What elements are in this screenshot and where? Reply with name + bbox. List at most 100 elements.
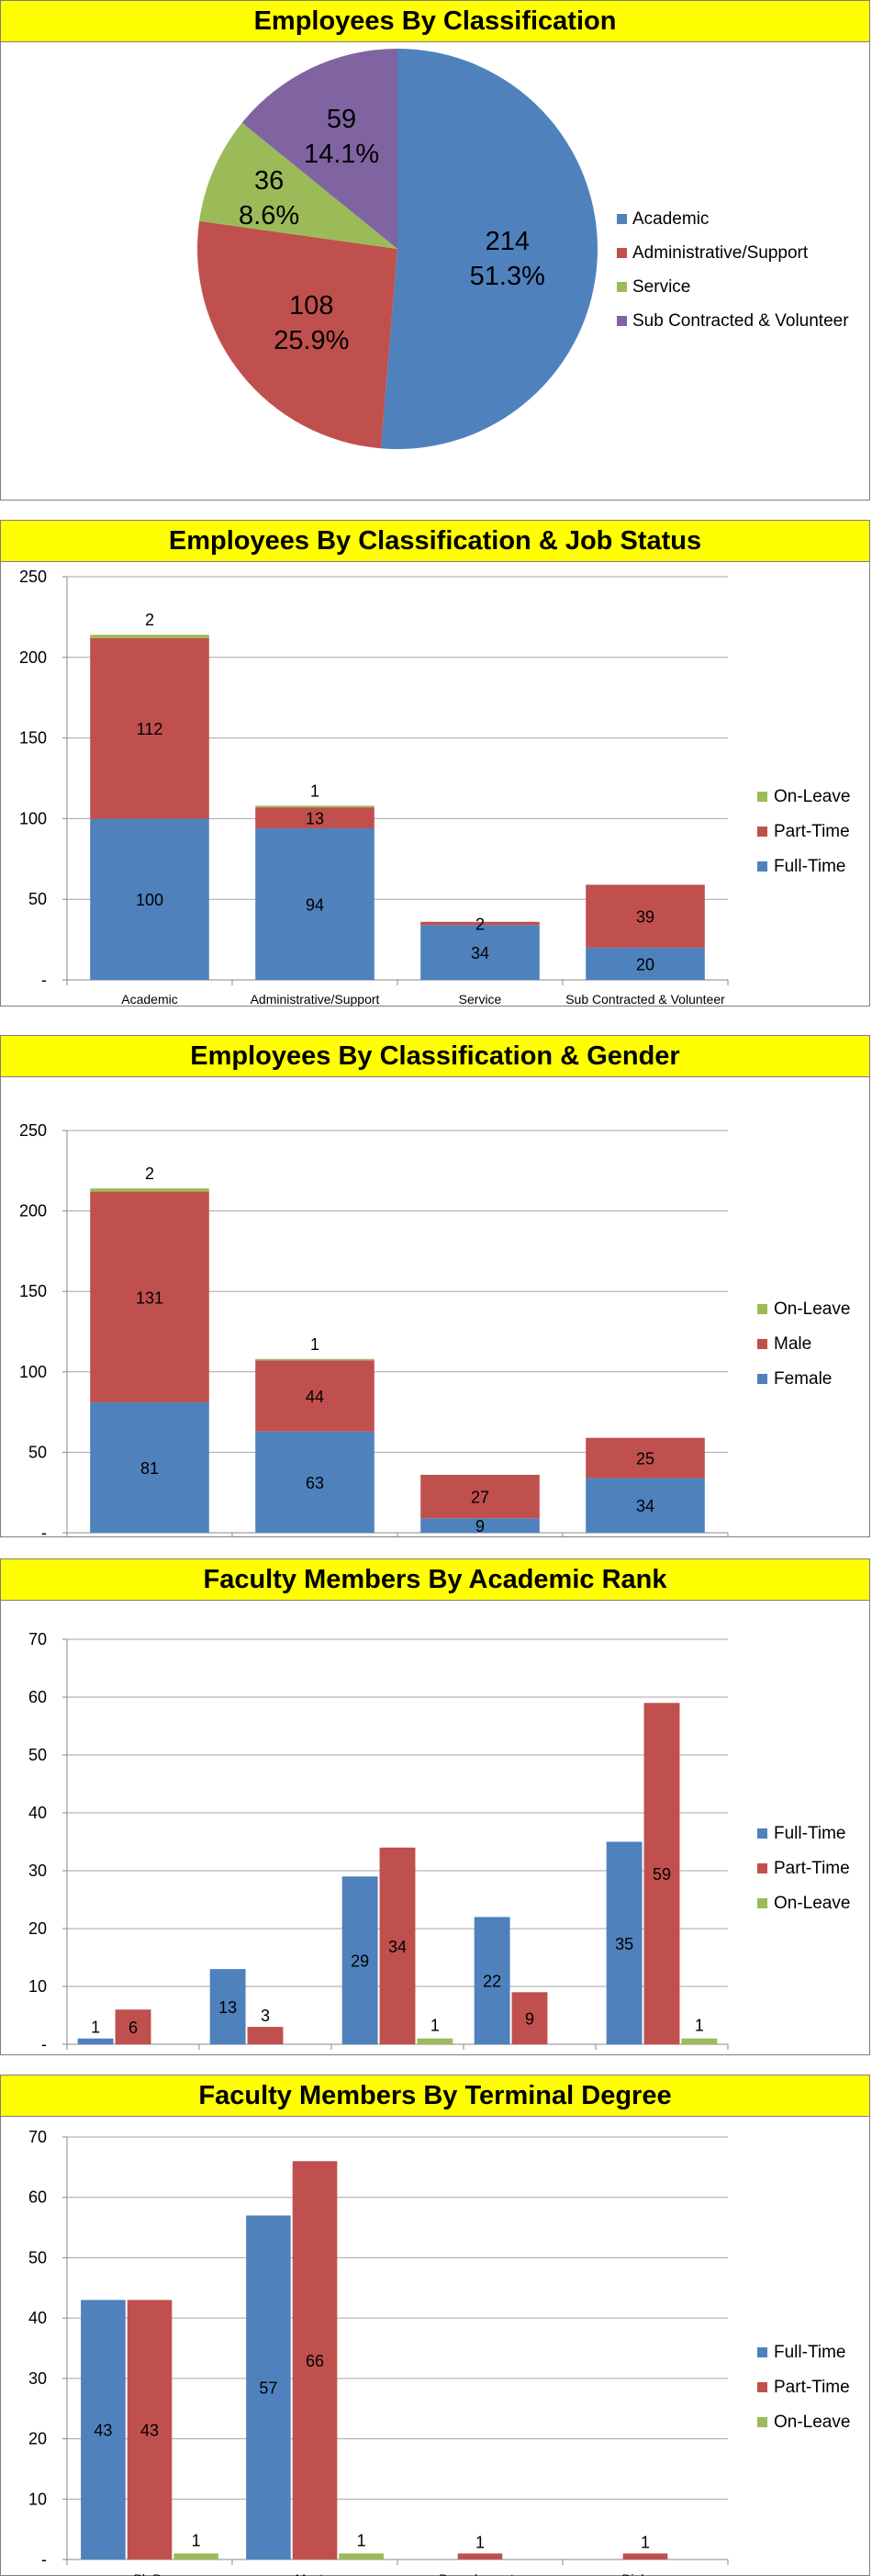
bar-part-time-ph-d	[127, 2300, 173, 2559]
pie-percent-label-sub-contracted-volunteer: 14.1%	[304, 140, 379, 169]
bar-part-time-associate-professor	[247, 2027, 284, 2044]
gender-chart-panel: Employees By Classification & Gender - 50…	[0, 1035, 870, 1537]
pie-percent-label-academic: 51.3%	[470, 262, 545, 291]
data-label-full-time-master: 57	[259, 2379, 277, 2398]
y-tick-label: 10	[28, 1977, 47, 1996]
legend-label-sub-contracted-volunteer: Sub Contracted & Volunteer	[632, 311, 849, 331]
y-tick-label: 200	[19, 648, 47, 667]
pie-value-label-sub-contracted-volunteer: 59	[327, 105, 356, 134]
legend-label-on-leave: On-Leave	[774, 1299, 850, 1319]
bar-part-time-sub-contracted-volunteer	[586, 884, 705, 948]
data-label-female-service: 9	[475, 1517, 485, 1535]
x-tick-label-diploma: Diploma	[621, 2571, 669, 2576]
pie-chart-title: Employees By Classification	[1, 1, 869, 42]
data-label-female-sub-contracted-volunteer: 34	[636, 1497, 654, 1515]
y-tick-label: 50	[28, 1746, 47, 1764]
pie-value-label-administrative-support: 108	[289, 291, 333, 321]
y-tick-label: -	[41, 1524, 47, 1537]
y-tick-label: 70	[28, 2128, 47, 2146]
data-label-on-leave-academic: 2	[145, 1164, 154, 1183]
legend-swatch-sub-contracted-volunteer	[617, 316, 627, 326]
legend-label-academic: Academic	[632, 209, 709, 229]
y-tick-label: 100	[19, 809, 47, 827]
legend-label-part-time: Part-Time	[774, 2378, 850, 2397]
y-tick-label: -	[41, 971, 47, 989]
legend-label-part-time: Part-Time	[774, 822, 850, 841]
y-tick-label: 50	[28, 1443, 47, 1461]
y-tick-label: 50	[28, 890, 47, 908]
legend-label-administrative-support: Administrative/Support	[632, 243, 809, 263]
y-tick-label: 60	[28, 2188, 47, 2207]
data-label-part-time-professor: 6	[129, 2019, 138, 2037]
bar-part-time-academic	[90, 637, 209, 819]
legend-swatch-part-time	[757, 1863, 767, 1873]
y-tick-label: 40	[28, 1804, 47, 1822]
data-label-on-leave-instructor: 1	[695, 2017, 704, 2035]
job-status-chart: - 50 100 150 200 250 Academic Administrative/Su…	[19, 568, 851, 1007]
job-status-chart-title: Employees By Classification & Job Status	[1, 521, 869, 562]
bar-full-time-associate-professor	[209, 1969, 246, 2044]
data-label-full-time-lecturer: 22	[483, 1973, 501, 1991]
y-tick-label: 30	[28, 2369, 47, 2388]
bar-part-time-master	[292, 2161, 338, 2559]
data-label-part-time-sub-contracted-volunteer: 39	[636, 908, 654, 927]
data-label-male-academic: 131	[136, 1288, 163, 1307]
data-label-on-leave-master: 1	[357, 2531, 366, 2549]
pie-percent-label-service: 8.6%	[239, 201, 299, 231]
data-label-full-time-academic: 100	[136, 891, 163, 909]
x-tick-label-ph-d: Ph.D.	[133, 2571, 165, 2576]
data-label-part-time-associate-professor: 3	[261, 2007, 270, 2025]
data-label-on-leave-administrative-support: 1	[310, 782, 319, 800]
bar-part-time-lecturer	[511, 1992, 548, 2044]
y-tick-label: 20	[28, 1919, 47, 1938]
bar-on-leave-administrative-support	[255, 1358, 375, 1361]
y-tick-label: 200	[19, 1202, 47, 1221]
bar-on-leave-academic	[90, 635, 209, 638]
legend-swatch-administrative-support	[617, 248, 627, 258]
bar-part-time-baccalaureate	[457, 2553, 503, 2559]
data-label-full-time-sub-contracted-volunteer: 20	[636, 955, 654, 973]
academic-rank-chart-panel: Faculty Members By Academic Rank - 10 20 30…	[0, 1558, 870, 2055]
data-label-full-time-instructor: 35	[615, 1935, 633, 1953]
legend-label-on-leave: On-Leave	[774, 2413, 850, 2432]
data-label-part-time-lecturer: 9	[525, 2010, 534, 2029]
legend-label-full-time: Full-Time	[774, 857, 845, 876]
legend-swatch-part-time	[757, 827, 767, 837]
bar-female-service	[420, 1518, 540, 1533]
bar-full-time-academic	[90, 818, 209, 980]
legend-label-on-leave: On-Leave	[774, 1894, 850, 1913]
data-label-part-time-service: 2	[475, 916, 485, 934]
legend-label-service: Service	[632, 277, 690, 297]
legend-swatch-academic	[617, 214, 627, 224]
y-tick-label: 150	[19, 729, 47, 748]
legend-swatch-part-time	[757, 2382, 767, 2392]
data-label-full-time-administrative-support: 94	[306, 895, 324, 914]
bar-full-time-lecturer	[474, 1917, 510, 2044]
bar-full-time-sub-contracted-volunteer	[586, 947, 705, 980]
gender-chart-title: Employees By Classification & Gender	[1, 1036, 869, 1077]
legend-swatch-male	[757, 1339, 767, 1349]
x-tick-label-administrative-support: Administrative/Support	[251, 992, 380, 1007]
bar-part-time-assistant-professor	[379, 1847, 416, 2044]
legend-swatch-on-leave	[757, 1304, 767, 1314]
pie-slice-sub-contracted-volunteer	[241, 49, 397, 249]
bar-male-sub-contracted-volunteer	[586, 1437, 705, 1479]
terminal-degree-chart-title: Faculty Members By Terminal Degree	[1, 2075, 869, 2117]
data-label-part-time-assistant-professor: 34	[388, 1938, 407, 1956]
x-tick-label-baccalaureate: Baccalaureate	[439, 2571, 521, 2576]
legend-swatch-full-time	[757, 2347, 767, 2357]
data-label-on-leave-assistant-professor: 1	[430, 2017, 440, 2035]
data-label-full-time-professor: 1	[91, 2019, 100, 2037]
bar-part-time-instructor	[643, 1703, 680, 2044]
legend-swatch-on-leave	[757, 2417, 767, 2427]
legend-label-full-time: Full-Time	[774, 1824, 845, 1843]
legend-label-male: Male	[774, 1334, 811, 1354]
x-tick-label-academic: Academic	[121, 992, 177, 1007]
legend-swatch-service	[617, 282, 627, 292]
y-tick-label: 40	[28, 2309, 47, 2327]
bar-full-time-professor	[77, 2038, 114, 2044]
data-label-on-leave-academic: 2	[145, 611, 154, 629]
y-tick-label: -	[41, 2035, 47, 2053]
bar-full-time-service	[420, 925, 540, 980]
bar-part-time-professor	[115, 2009, 151, 2044]
